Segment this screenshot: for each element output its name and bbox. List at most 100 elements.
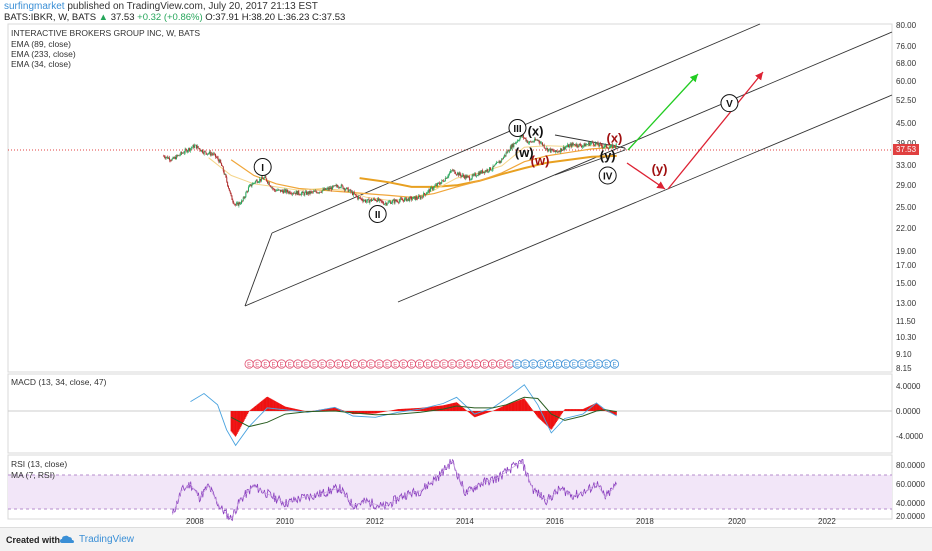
candle-body	[461, 176, 462, 177]
candle-body	[203, 153, 204, 154]
candle-body	[306, 191, 307, 194]
candle-body	[499, 161, 500, 163]
candle-body	[218, 158, 219, 160]
candle-body	[400, 199, 401, 201]
earnings-badge: E	[488, 360, 496, 369]
candle-body	[507, 150, 508, 152]
candle-body	[361, 199, 362, 200]
chart-canvas[interactable]: INTERACTIVE BROKERS GROUP INC, W, BATS E…	[0, 0, 932, 527]
candle-body	[279, 190, 280, 191]
candle-body	[511, 146, 512, 148]
candle-body	[374, 199, 375, 200]
candle-body	[200, 150, 201, 151]
candle-body	[250, 184, 251, 185]
candle-body	[277, 189, 278, 190]
wave-label: (w)	[531, 153, 550, 168]
candle-body	[197, 146, 198, 148]
candle-body	[441, 180, 442, 182]
candle-body	[251, 184, 252, 186]
candle-body	[397, 201, 398, 202]
candle-body	[499, 162, 500, 163]
candle-body	[209, 152, 210, 154]
candle-body	[463, 175, 464, 176]
candle-body	[500, 161, 501, 162]
candle-body	[585, 145, 586, 147]
candle-body	[534, 139, 535, 142]
candle-body	[459, 173, 460, 176]
earnings-badge-letter: E	[442, 363, 446, 369]
candle-body	[493, 166, 494, 169]
earnings-badge: E	[440, 360, 448, 369]
candle-body	[476, 176, 477, 177]
candle-body	[586, 144, 587, 145]
candle-body	[452, 171, 453, 172]
candle-body	[205, 151, 206, 152]
candle-body	[571, 143, 572, 146]
candle-body	[427, 191, 428, 193]
earnings-badge: E	[261, 360, 269, 369]
candle-body	[427, 193, 428, 194]
candle-body	[473, 175, 474, 176]
candle-body	[467, 176, 468, 178]
candle-body	[258, 182, 259, 183]
y-tick: 52.50	[896, 96, 917, 105]
candle-body	[576, 144, 577, 146]
earnings-badge: E	[359, 360, 367, 369]
earnings-badge-letter: E	[474, 363, 478, 369]
candle-body	[336, 185, 337, 186]
candle-body	[404, 199, 405, 202]
candle-body	[294, 193, 295, 194]
wave-label-text: I	[261, 163, 264, 174]
earnings-badge-letter: E	[612, 363, 616, 369]
candle-body	[430, 188, 431, 192]
macd-panel[interactable]	[8, 374, 892, 453]
candle-body	[600, 144, 601, 145]
candle-body	[323, 189, 324, 190]
earnings-badge-letter: E	[288, 363, 292, 369]
candle-body	[287, 190, 288, 192]
candle-body	[481, 170, 482, 173]
candle-body	[234, 204, 235, 205]
candle-body	[581, 146, 582, 147]
ema89-line-layer	[231, 147, 617, 197]
candle-body	[277, 191, 278, 192]
candle-body	[379, 199, 380, 201]
candle-body	[577, 144, 578, 146]
candle-body	[469, 177, 470, 180]
candle-body	[506, 153, 507, 156]
candle-body	[311, 192, 312, 193]
candle-body	[188, 148, 189, 151]
candle-body	[380, 199, 381, 200]
candle-body	[422, 197, 423, 198]
candle-body	[594, 145, 595, 146]
candle-body	[218, 160, 219, 163]
candle-body	[487, 170, 488, 172]
candle-body	[525, 138, 526, 141]
candle-body	[191, 148, 192, 149]
candle-body	[338, 187, 339, 188]
candle-body	[340, 187, 341, 188]
candle-body	[575, 145, 576, 146]
candle-body	[269, 182, 270, 185]
candle-body	[491, 170, 492, 171]
candle-body	[529, 141, 530, 142]
candle-body	[558, 152, 559, 153]
candle-body	[281, 190, 282, 192]
candle-body	[238, 203, 239, 206]
candle-body	[432, 187, 433, 189]
y-tick: 29.00	[896, 181, 917, 190]
candle-body	[370, 199, 371, 200]
macd-tick: -4.0000	[896, 432, 924, 441]
candle-body	[348, 188, 349, 192]
candle-body	[239, 202, 240, 203]
wave-label-text: V	[726, 99, 733, 110]
rsi-tick: 60.0000	[896, 480, 925, 489]
candle-body	[367, 199, 368, 201]
macd-histogram-bar	[466, 410, 467, 411]
candle-body	[388, 202, 389, 203]
tradingview-brand[interactable]: TradingView	[79, 534, 134, 545]
macd-layer	[191, 385, 617, 446]
candle-body	[375, 200, 376, 201]
candle-body	[390, 202, 391, 204]
candle-body	[308, 192, 309, 194]
